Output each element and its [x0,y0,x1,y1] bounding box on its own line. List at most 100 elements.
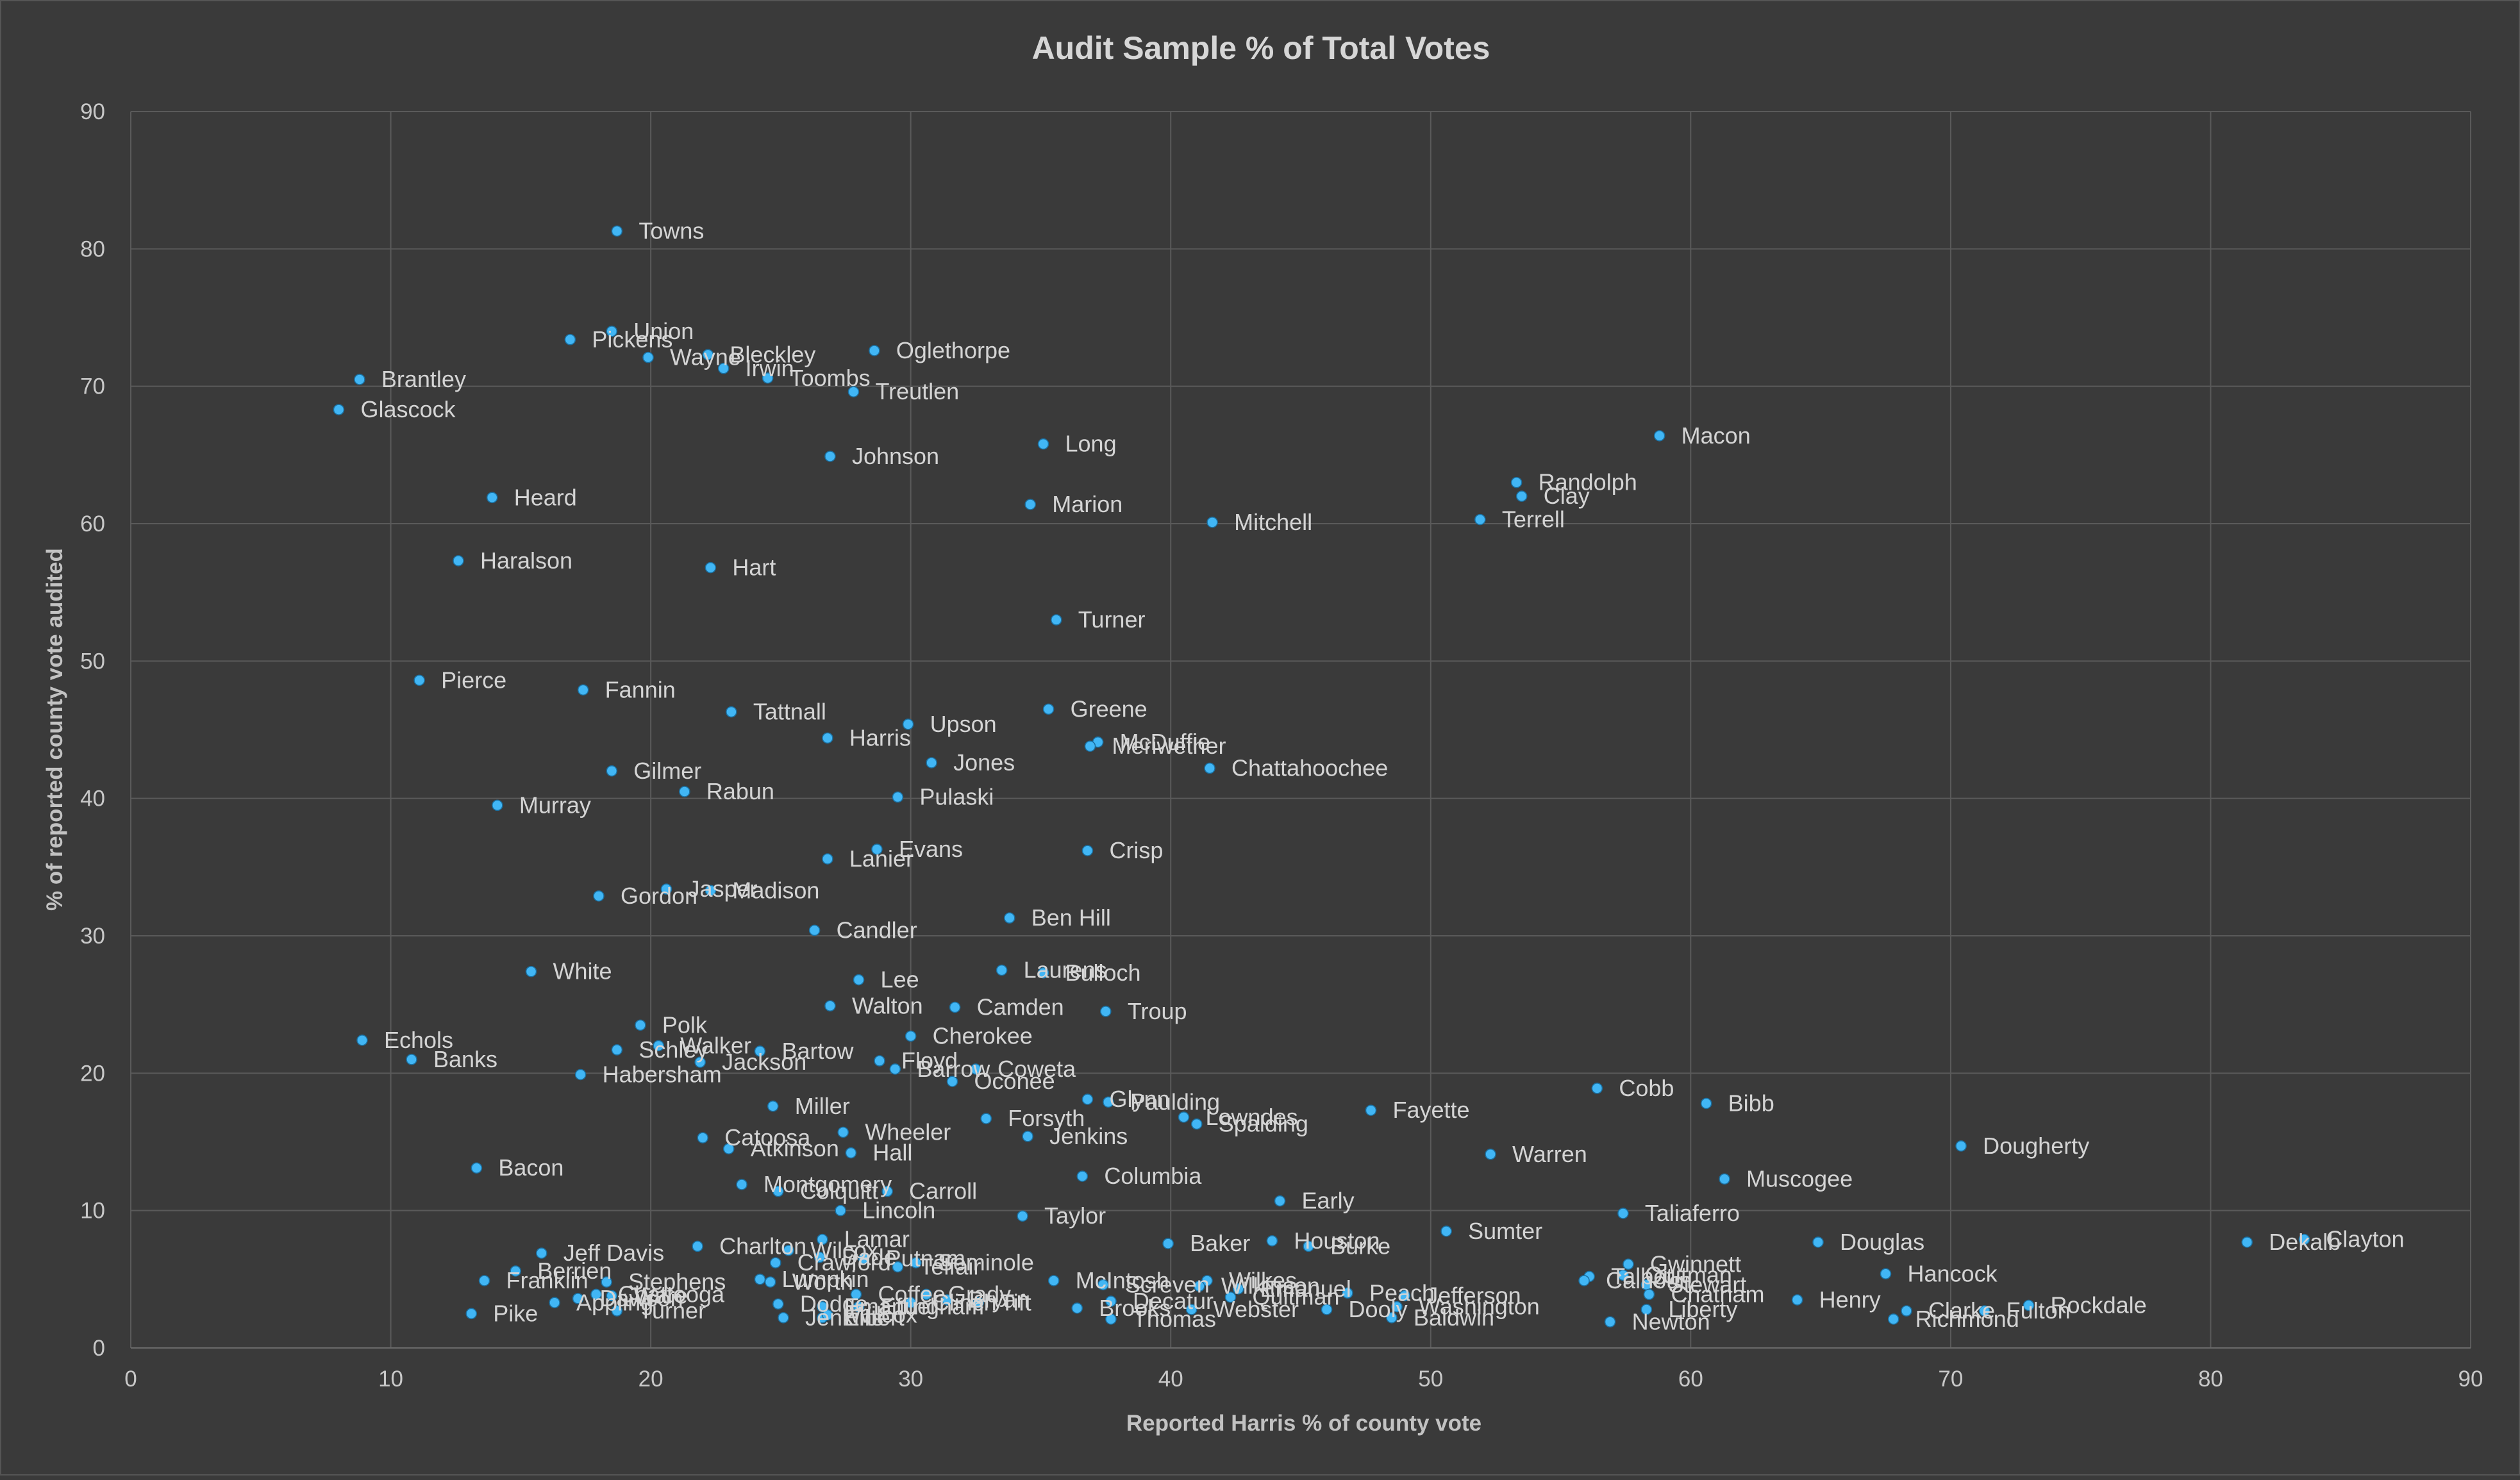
data-label: Chattahoochee [1231,755,1388,781]
data-point [1232,1283,1244,1295]
data-point [1047,1275,1060,1286]
data-point [892,791,904,803]
data-point [1812,1236,1824,1248]
data-point [941,1294,953,1306]
data-label: Macon [1681,422,1751,449]
x-tick-label: 10 [378,1367,403,1392]
y-tick-label: 30 [80,924,105,949]
data-point [577,684,589,696]
data-point [510,1265,521,1277]
data-point [471,1162,483,1174]
data-point [946,1076,958,1087]
data-point [525,965,537,977]
data-label: Miller [795,1093,850,1119]
data-point [1204,762,1215,774]
data-label: Calhoun [1606,1267,1692,1293]
data-point [572,1293,584,1304]
data-point [642,351,654,363]
data-point [949,1001,961,1013]
data-label: Echols [384,1027,453,1053]
data-point [772,1185,784,1197]
data-label: Fannin [605,676,676,703]
data-point [808,924,821,936]
data-point [406,1054,417,1065]
data-point [2241,1236,2253,1248]
data-point [814,1251,826,1263]
data-label: Cobb [1619,1075,1674,1101]
data-points [333,225,2310,1328]
data-label: Catoosa [724,1124,811,1151]
data-point [996,964,1008,976]
data-label: Clinch [933,1289,997,1315]
data-label: Henry [1819,1286,1881,1313]
data-label: Chatham [1671,1281,1764,1307]
data-point [754,1045,766,1057]
data-point [1617,1269,1629,1281]
data-label: Glynn [1109,1086,1169,1112]
data-label: Wayne [670,344,741,370]
data-label: Pulaski [919,784,994,810]
data-point [1365,1104,1377,1116]
data-point [354,374,365,385]
data-label: Lanier [849,845,914,872]
data-point [1342,1287,1353,1299]
x-axis-title: Reported Harris % of county vote [1126,1411,1481,1436]
data-label: Dougherty [1983,1133,2089,1159]
data-point [702,349,714,361]
data-label: Decatur [1133,1288,1214,1314]
data-label: Paulding [1130,1088,1220,1115]
data-label: Lumpkin [781,1266,869,1292]
data-point [1105,1313,1117,1325]
data-label: Madison [732,877,819,903]
data-point [822,732,833,744]
data-point [1303,1240,1314,1252]
data-point [1105,1295,1117,1307]
data-point [1076,1170,1089,1182]
data-label: Hancock [1908,1260,1998,1286]
data-label: Cherokee [933,1022,1033,1049]
data-point [1024,499,1036,510]
data-point [1178,1111,1190,1123]
data-label: Carroll [909,1178,977,1204]
data-point [653,1040,665,1052]
data-point [783,1245,794,1256]
data-point [660,883,672,895]
data-label: Early [1302,1188,1355,1214]
data-label: Habersham [603,1061,722,1087]
data-label: Laurens [1024,957,1107,983]
data-label: Crawford [797,1249,891,1276]
data-label: Sumter [1468,1218,1542,1244]
data-label: Warren [1512,1141,1587,1167]
data-label: Evans [899,836,963,862]
data-label: Charlton [719,1233,806,1259]
data-label: Franklin [506,1267,588,1293]
data-label: Towns [638,217,704,244]
data-point [1321,1304,1333,1315]
data-point [972,1297,984,1309]
data-label: Grady [948,1281,1011,1307]
x-tick-label: 80 [2198,1367,2223,1392]
data-label: Taylor [1044,1202,1106,1229]
data-point [1274,1195,1286,1207]
y-tick-label: 0 [93,1336,105,1361]
data-label: Toombs [790,365,871,391]
data-point [1051,614,1062,626]
data-label: Newton [1632,1308,1710,1334]
data-label: Fulton [2007,1297,2071,1324]
data-label: Heard [514,484,577,510]
data-label: Columbia [1104,1163,1202,1189]
data-label: Elbert [844,1304,905,1331]
data-point [871,844,883,855]
x-tick-label: 40 [1158,1367,1183,1392]
data-point [611,1044,623,1056]
data-label: Appling [576,1289,653,1315]
data-point [1623,1258,1634,1270]
data-label: Richmond [1915,1306,2019,1332]
data-point [1162,1238,1174,1249]
data-point [1100,1006,1112,1017]
data-label: Jefferson [1426,1283,1521,1309]
data-label: Terrell [1502,506,1565,533]
